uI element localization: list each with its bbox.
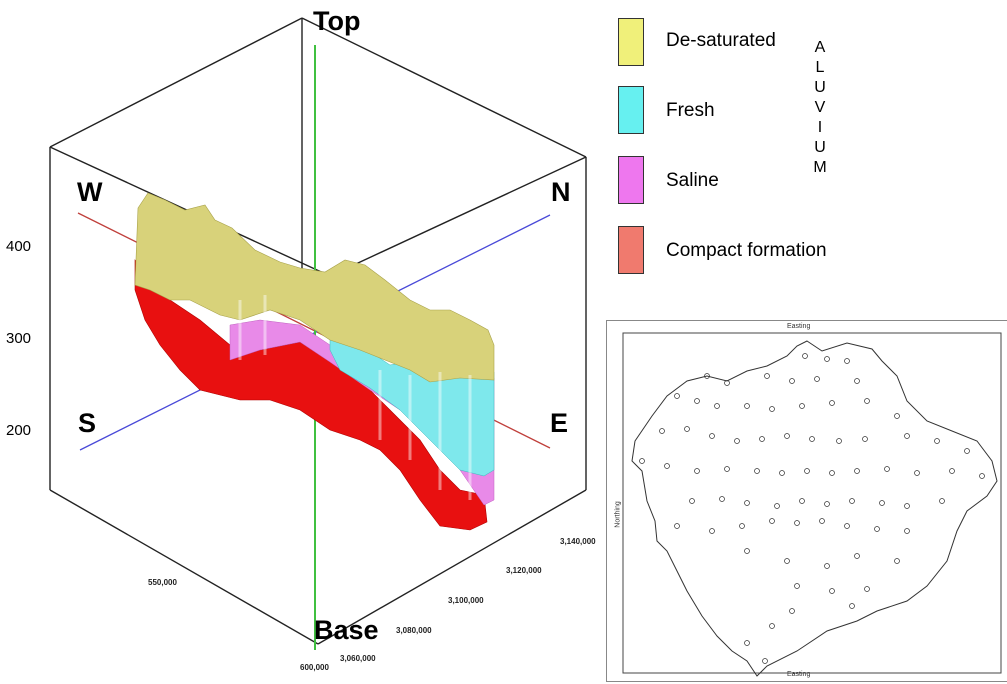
well-location-map: Easting Easting Northing [606,320,1007,682]
block-diagram [49,17,587,650]
group-letter: U [814,79,826,96]
alluvium-group-label: A L U V I U M [812,38,828,178]
northing-tick: 3,080,000 [396,626,432,635]
column-stripes [238,295,472,500]
northing-tick: 3,140,000 [560,537,596,546]
y-tick-200: 200 [6,422,32,439]
desaturated-layer [134,192,495,383]
compass-south: S [78,408,97,438]
group-letter: U [814,139,826,156]
map-plot [622,332,1002,677]
base-label: Base [314,615,379,645]
y-tick-400: 400 [6,238,32,255]
legend-label-fresh: Fresh [666,100,715,121]
easting-tick: 600,000 [300,663,329,672]
map-easting-bottom-label: Easting [787,671,811,678]
easting-tick: 550,000 [148,578,177,587]
top-label: Top [313,6,361,36]
legend-label-desaturated: De-saturated [666,30,776,51]
compass-north: N [551,177,571,207]
compass-east: E [550,408,569,438]
map-easting-label: Easting [787,323,811,330]
legend-swatch-desaturated [618,18,644,66]
legend-label-compact-formation: Compact formation [666,240,827,261]
legend-swatch-saline [618,156,644,204]
group-letter: I [817,119,823,136]
northing-tick: 3,100,000 [448,596,484,605]
legend-label-saline: Saline [666,170,719,191]
northing-tick: 3,060,000 [340,654,376,663]
group-letter: L [815,59,825,76]
box-frame [49,17,587,645]
group-letter: V [814,99,826,116]
well-markers [639,353,985,664]
study-area-boundary [631,340,998,677]
compass-west: W [77,177,103,207]
group-letter: A [814,39,826,56]
legend-swatch-fresh [618,86,644,134]
y-tick-300: 300 [6,330,32,347]
northing-tick: 3,120,000 [506,566,542,575]
legend-swatch-compact-formation [618,226,644,274]
group-letter: M [813,159,827,176]
